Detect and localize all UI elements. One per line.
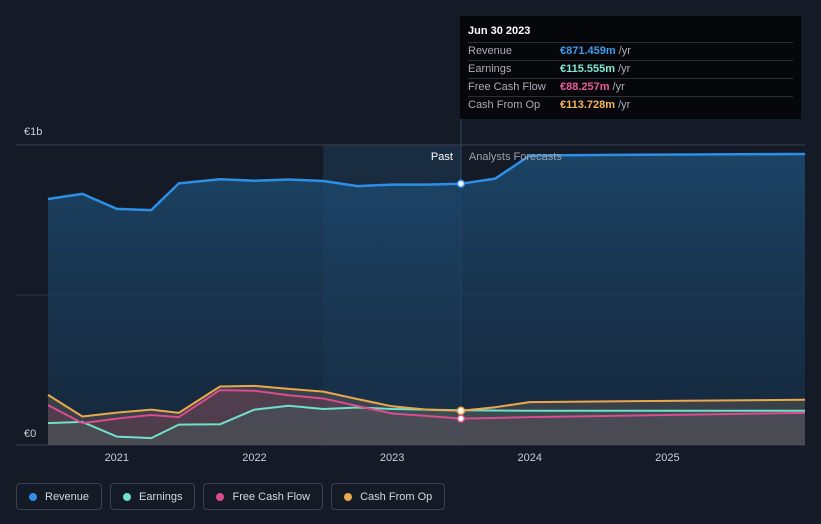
tooltip-row-free-cash-flow: Free Cash Flow €88.257m /yr (468, 78, 793, 96)
legend-item-revenue[interactable]: Revenue (16, 483, 103, 510)
tooltip-value: €113.728m (560, 99, 616, 111)
legend-label: Free Cash Flow (232, 490, 311, 503)
x-tick-label: 2022 (242, 452, 266, 464)
marker-cash-from-op (456, 406, 466, 416)
marker-revenue (456, 179, 466, 188)
legend-dot-icon (29, 492, 37, 501)
forecast-label: Analysts Forecasts (469, 151, 562, 163)
tooltip-label: Cash From Op (468, 99, 541, 111)
series-area-free-cash-flow (48, 390, 805, 445)
series-line-revenue (47, 152, 806, 212)
x-tick-label: 2023 (380, 452, 404, 464)
tooltip-panel: Jun 30 2023 Revenue €871.459m /yr Earnin… (460, 16, 801, 119)
marker-free-cash-flow (456, 414, 466, 423)
x-tick-label: 2021 (105, 452, 129, 464)
legend-item-free-cash-flow[interactable]: Free Cash Flow (203, 483, 324, 510)
tooltip-unit: /yr (618, 45, 631, 57)
legend-item-cash-from-op[interactable]: Cash From Op (331, 483, 446, 510)
legend-item-earnings[interactable]: Earnings (110, 483, 196, 510)
series-line-earnings (47, 404, 805, 440)
tooltip-label: Earnings (468, 63, 512, 75)
legend-dot-icon (123, 492, 132, 501)
x-tick-label: 2025 (655, 452, 679, 464)
y-tick-label: €1b (24, 126, 42, 138)
tooltip-value: €88.257m (560, 81, 610, 93)
legend-dot-icon (216, 492, 225, 501)
series-line-free-cash-flow (47, 389, 806, 425)
past-label: Past (431, 151, 453, 163)
tooltip-row-revenue: Revenue €871.459m /yr (468, 42, 793, 60)
legend: Revenue Earnings Free Cash Flow Cash Fro… (16, 483, 446, 510)
series-area-revenue (48, 154, 805, 445)
tooltip-row-earnings: Earnings €115.555m /yr (468, 60, 793, 78)
series-line-cash-from-op (47, 384, 806, 418)
tooltip-unit: /yr (618, 63, 631, 75)
tooltip-row-cash-from-op: Cash From Op €113.728m /yr (468, 96, 793, 114)
legend-label: Revenue (45, 490, 90, 503)
legend-label: Cash From Op (360, 490, 433, 503)
y-tick-label: €0 (24, 428, 36, 440)
legend-dot-icon (344, 492, 353, 501)
legend-label: Earnings (139, 490, 183, 503)
tooltip-value: €871.459m (560, 45, 616, 57)
tooltip-unit: /yr (612, 81, 625, 93)
tooltip-value: €115.555m (560, 63, 616, 75)
tooltip-label: Revenue (468, 45, 513, 57)
tooltip-date: Jun 30 2023 (468, 25, 531, 37)
x-tick-label: 2024 (517, 452, 541, 464)
tooltip-label: Free Cash Flow (468, 81, 546, 93)
tooltip-unit: /yr (618, 99, 631, 111)
